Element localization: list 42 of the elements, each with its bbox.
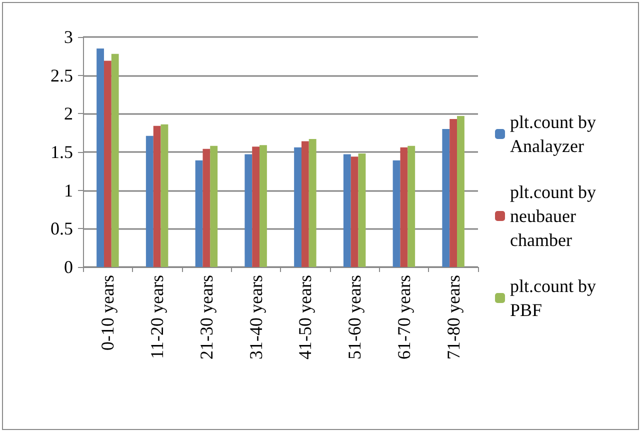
y-tick-label: 0 [64,257,73,277]
x-tick-label: 21-30 years [196,275,216,360]
bar [195,160,203,267]
bar [294,147,302,267]
bar [96,48,104,267]
y-tick-label: 0.5 [50,218,73,239]
bar [160,124,168,267]
bar [153,126,161,267]
legend-label: plt.count by PBF [510,276,600,320]
bar [260,145,267,267]
bar [146,136,154,267]
bar [252,146,260,267]
x-tick-label: 51-60 years [344,275,365,360]
bar [202,148,210,267]
y-tick-label: 1.5 [50,142,73,162]
bar [308,138,316,267]
bar [104,60,112,267]
bar [210,146,218,267]
bar [442,129,450,267]
y-tick-label: 3 [64,27,73,47]
bar [244,154,252,267]
y-tick-label: 1 [64,180,73,200]
bar [111,54,119,267]
bar [358,154,366,267]
x-tick-label: 11-20 years [147,275,168,359]
bar [343,154,351,267]
bar [301,141,309,267]
bar [400,147,408,267]
bar [450,119,458,267]
x-tick-label: 31-40 years [246,275,266,360]
x-tick-label: 71-80 years [443,275,464,360]
y-tick-label: 2 [64,104,73,124]
x-tick-label: 41-50 years [295,275,316,360]
bar [350,156,358,267]
bar [408,146,416,267]
legend-label: plt.count by Analayzer [510,112,600,156]
x-tick-label: 61-70 years [394,275,414,360]
bar [457,116,464,267]
y-tick-label: 2.5 [50,65,73,86]
x-tick-label: 0-10 years [98,275,118,350]
bar [392,160,400,267]
legend-label: plt.count by neubauer chamber [510,182,600,250]
